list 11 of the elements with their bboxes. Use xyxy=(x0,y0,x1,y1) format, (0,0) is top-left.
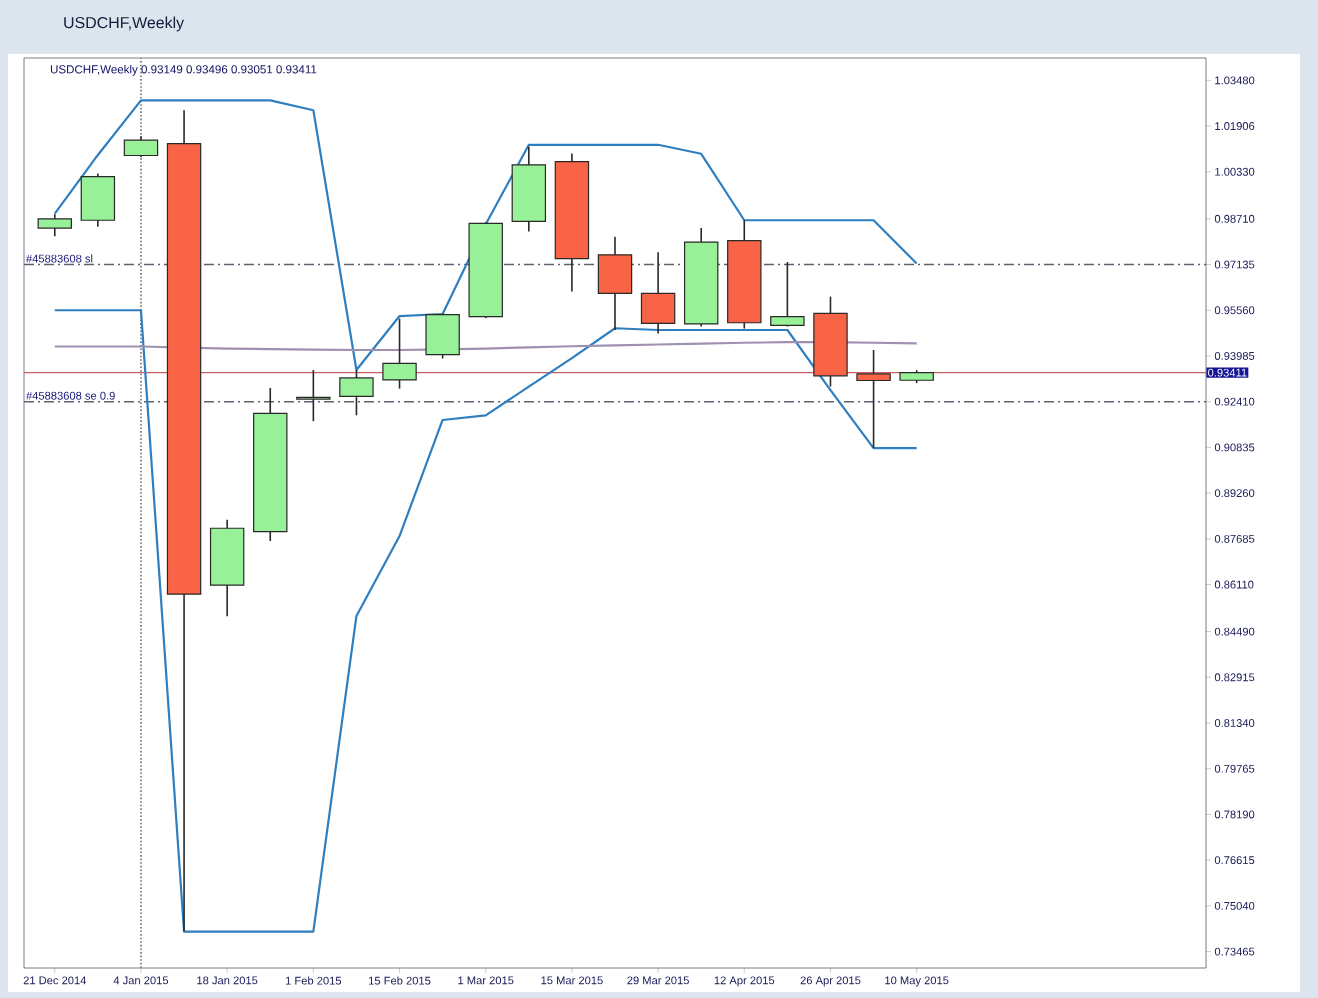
candlestick xyxy=(597,236,633,331)
candlestick xyxy=(123,135,159,159)
candlestick xyxy=(37,213,73,238)
candlestick xyxy=(80,172,116,228)
candlestick xyxy=(770,261,805,328)
candlestick xyxy=(856,349,891,449)
candlestick xyxy=(339,369,374,417)
candlestick xyxy=(296,369,331,422)
candlestick xyxy=(425,312,460,360)
candlestick xyxy=(382,317,417,390)
candlestick xyxy=(640,251,676,335)
